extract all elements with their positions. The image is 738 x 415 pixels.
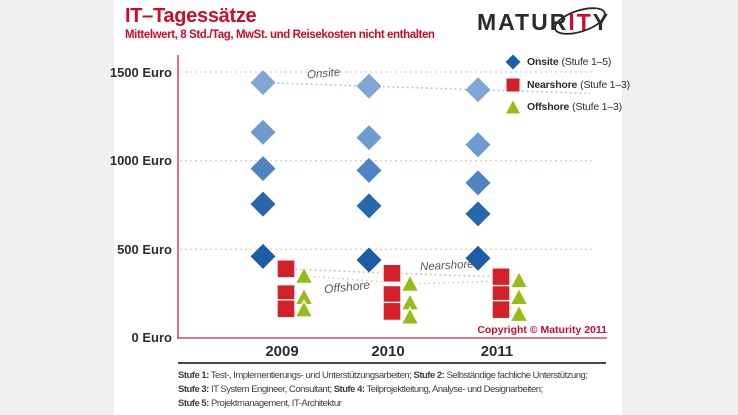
chart-subtitle: Mittelwert, 8 Std./Tag, MwSt. und Reisek… [125, 29, 435, 41]
legend-label-onsite: Onsite (Stufe 1–5) [527, 56, 612, 68]
y-tick-0: 0 Euro [131, 330, 172, 345]
y-tick-500: 500 Euro [117, 242, 172, 257]
footnote-line-3: Stufe 5: Projektmanagement, IT-Architekt… [178, 398, 342, 409]
legend-item-onsite: Onsite (Stufe 1–5) [505, 54, 611, 70]
logo-swoosh-icon [554, 7, 606, 35]
legend-item-nearshore: Nearshore (Stufe 1–3) [505, 77, 630, 93]
nearshore-square-icon [506, 78, 520, 92]
legend-label-offshore: Offshore (Stufe 1–3) [527, 101, 622, 113]
footnote-line-2: Stufe 3: IT System Engineer, Consultant;… [178, 384, 543, 395]
x-tick-2011: 2011 [480, 343, 514, 360]
onsite-diamond-icon [505, 54, 521, 70]
logo-text: MATURITY [477, 9, 610, 35]
y-tick-1000: 1000 Euro [109, 153, 172, 168]
x-tick-2010: 2010 [371, 343, 405, 360]
footer-divider [178, 362, 606, 364]
copyright-notice: Copyright © Maturity 2011 [477, 324, 607, 336]
legend-item-offshore: Offshore (Stufe 1–3) [505, 99, 622, 115]
chart-title: IT–Tagessätze [125, 5, 257, 27]
offshore-triangle-icon [506, 100, 520, 114]
x-tick-2009: 2009 [265, 343, 299, 360]
footnote-line-1: Stufe 1: Test-, Implementierungs- und Un… [178, 370, 588, 381]
y-tick-1500: 1500 Euro [109, 65, 172, 80]
maturity-logo: MATURITY [477, 7, 610, 35]
legend-label-nearshore: Nearshore (Stufe 1–3) [527, 79, 630, 91]
